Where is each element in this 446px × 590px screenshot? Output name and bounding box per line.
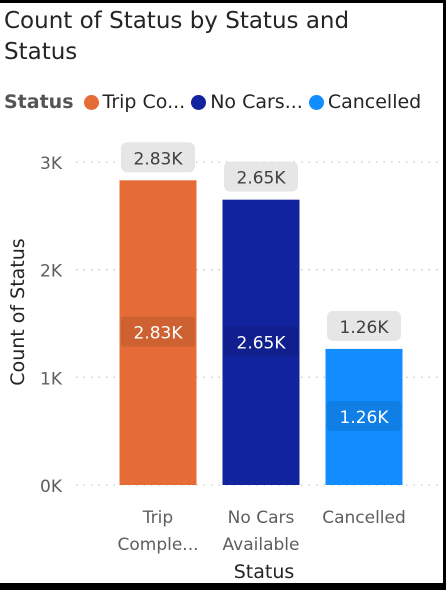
total-label-trip-comple: 2.83K [134,149,184,169]
legend-item-no-cars-available[interactable]: No Cars... [191,91,303,113]
inside-label-no-cars-available: 2.65K [237,333,287,353]
legend-swatch-trip-completed [83,94,99,110]
legend-label-no-cars-available: No Cars... [210,91,303,113]
y-tick-label-0k: 0K [40,477,63,497]
inside-label-cancelled: 1.26K [340,408,390,428]
top-frame-edge [0,0,446,3]
legend-swatch-no-cars-available [191,94,207,110]
x-axis-title: Status [234,561,295,583]
total-label-bg-trip-comple [121,142,195,173]
legend-label-cancelled: Cancelled [327,91,422,113]
y-tick-label-3k: 3K [40,154,63,174]
inside-label-bg-trip-comple [121,316,195,347]
inside-label-trip-comple: 2.83K [134,324,184,344]
y-tick-label-2k: 2K [40,262,63,282]
total-label-no-cars-available: 2.65K [237,169,287,189]
x-tick-label-no-cars-available-line-2: Available [223,535,300,555]
bar-cancelled [325,348,403,485]
bar-no-cars-available [222,199,300,485]
inside-label-bg-cancelled [327,400,401,431]
x-tick-label-cancelled-line-1: Cancelled [322,508,406,528]
total-label-cancelled: 1.26K [340,318,390,338]
x-tick-label-no-cars-available-line-1: No Cars [228,508,295,528]
x-tick-label-trip-comple-line-2: Comple... [117,535,198,555]
total-label-bg-no-cars-available [224,161,298,192]
chart-legend: Status Trip Co... No Cars... Cancelled [4,90,427,114]
legend-title: Status [4,91,74,113]
legend-item-cancelled[interactable]: Cancelled [308,91,422,113]
total-label-bg-cancelled [327,310,401,341]
x-tick-label-trip-comple-line-1: Trip [142,508,173,528]
y-tick-label-1k: 1K [40,369,63,389]
inside-label-bg-no-cars-available [224,326,298,357]
y-axis-title: Count of Status [7,238,29,385]
legend-swatch-cancelled [308,94,324,110]
chart-title: Count of Status by Status and Status [4,8,350,65]
right-frame-edge [443,0,446,590]
bar-trip-comple [119,180,197,485]
legend-item-trip-completed[interactable]: Trip Co... [83,91,186,113]
legend-label-trip-completed: Trip Co... [102,91,186,113]
bottom-frame-edge [0,583,446,590]
